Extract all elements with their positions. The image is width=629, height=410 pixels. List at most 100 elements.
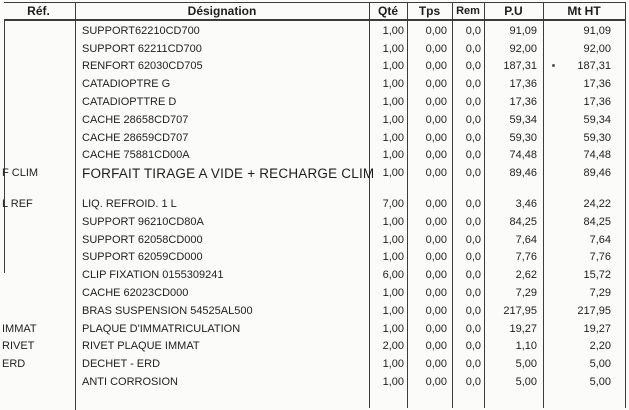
- cell-rem: 0,0: [465, 167, 481, 180]
- table-row: SUPPORT 96210CD80A 1,00 0,00 0,0 84,25 8…: [0, 213, 629, 231]
- cell-pu: 19,27: [509, 322, 537, 335]
- cell-mtht: 15,72: [583, 269, 611, 282]
- cell-pu: 2,62: [515, 269, 537, 282]
- cell-qte: 1,00: [382, 113, 404, 126]
- cell-mtht: 217,95: [577, 304, 611, 317]
- cell-designation: SUPPORT 62058CD000: [82, 233, 203, 246]
- cell-rem: 0,0: [465, 198, 481, 211]
- cell-ref: IMMAT: [2, 322, 37, 335]
- cell-pu: 5,00: [515, 358, 537, 371]
- cell-tps: 0,00: [425, 167, 447, 180]
- cell-mtht: 7,29: [589, 287, 611, 300]
- rem-column-separator: [484, 2, 485, 408]
- cell-mtht: 74,48: [583, 149, 611, 162]
- cell-mtht: 89,46: [583, 167, 611, 180]
- cell-mtht: 59,34: [583, 113, 611, 126]
- cell-mtht: 5,00: [589, 376, 611, 389]
- cell-rem: 0,0: [465, 149, 481, 162]
- table-row: CLIP FIXATION 0155309241 6,00 0,00 0,0 2…: [0, 266, 629, 284]
- cell-tps: 0,00: [425, 233, 447, 246]
- cell-designation: LIQ. REFROID. 1 L: [82, 198, 177, 211]
- cell-designation: CACHE 62023CD000: [82, 287, 189, 300]
- ref-column-separator: [75, 2, 76, 410]
- cell-designation: RENFORT 62030CD705: [82, 60, 203, 73]
- cell-mtht: 17,36: [583, 78, 611, 91]
- cell-pu: 17,36: [509, 96, 537, 109]
- header-bottom-border: [4, 19, 625, 21]
- cell-tps: 0,00: [425, 60, 447, 73]
- cell-qte: 1,00: [382, 42, 404, 55]
- cell-tps: 0,00: [425, 322, 447, 335]
- cell-mtht: 92,00: [583, 42, 611, 55]
- column-header-designation: Désignation: [187, 4, 257, 18]
- cell-rem: 0,0: [465, 96, 481, 109]
- cell-mtht: 24,22: [583, 198, 611, 211]
- cell-tps: 0,00: [425, 287, 447, 300]
- cell-pu: 1,10: [515, 340, 537, 353]
- table-row: ERD DECHET - ERD 1,00 0,00 0,0 5,00 5,00: [0, 355, 629, 373]
- pu-column-separator: [543, 2, 544, 408]
- table-row: RIVET RIVET PLAQUE IMMAT 2,00 0,00 0,0 1…: [0, 338, 629, 356]
- table-row: ANTI CORROSION 1,00 0,00 0,0 5,00 5,00: [0, 373, 629, 391]
- cell-designation: CACHE 28659CD707: [82, 131, 189, 144]
- table-row: CACHE 62023CD000 1,00 0,00 0,0 7,29 7,29: [0, 284, 629, 302]
- cell-ref: L REF: [2, 198, 33, 211]
- table-right-border: [625, 2, 626, 408]
- table-header-row: Réf. Désignation Qté Tps Rem P.U Mt HT: [0, 3, 629, 19]
- table-left-border: [4, 19, 5, 273]
- cell-pu: 84,25: [509, 215, 537, 228]
- cell-qte: 7,00: [382, 198, 404, 211]
- column-header-rem: Rem: [456, 5, 480, 17]
- cell-pu: 7,29: [515, 287, 537, 300]
- cell-qte: 1,00: [382, 24, 404, 37]
- cell-mtht: 59,30: [583, 131, 611, 144]
- cell-tps: 0,00: [425, 131, 447, 144]
- cell-pu: 92,00: [509, 42, 537, 55]
- table-row: SUPPORT 62211CD700 1,00 0,00 0,0 92,00 9…: [0, 40, 629, 58]
- cell-tps: 0,00: [425, 113, 447, 126]
- cell-mtht: 84,25: [583, 215, 611, 228]
- table-row: RENFORT 62030CD705 1,00 0,00 0,0 187,31 …: [0, 58, 629, 76]
- cell-qte: 1,00: [382, 322, 404, 335]
- cell-rem: 0,0: [465, 24, 481, 37]
- cell-qte: 1,00: [382, 376, 404, 389]
- cell-designation: DECHET - ERD: [82, 358, 161, 371]
- cell-designation: SUPPORT 62211CD700: [82, 42, 202, 55]
- cell-designation: RIVET PLAQUE IMMAT: [82, 340, 200, 353]
- table-row: F CLIM FORFAIT TIRAGE A VIDE + RECHARGE …: [0, 164, 629, 182]
- cell-qte: 1,00: [382, 149, 404, 162]
- cell-tps: 0,00: [425, 78, 447, 91]
- cell-rem: 0,0: [465, 376, 481, 389]
- column-header-pu: P.U: [504, 4, 523, 18]
- cell-rem: 0,0: [465, 113, 481, 126]
- cell-qte: 1,00: [382, 358, 404, 371]
- cell-tps: 0,00: [425, 358, 447, 371]
- cell-tps: 0,00: [425, 149, 447, 162]
- cell-designation: PLAQUE D'IMMATRICULATION: [82, 322, 241, 335]
- cell-pu: 5,00: [515, 376, 537, 389]
- cell-qte: 1,00: [382, 251, 404, 264]
- cell-rem: 0,0: [465, 340, 481, 353]
- cell-rem: 0,0: [465, 304, 481, 317]
- table-row: BRAS SUSPENSION 54525AL500 1,00 0,00 0,0…: [0, 302, 629, 320]
- cell-qte: 1,00: [382, 167, 404, 180]
- cell-qte: 1,00: [382, 131, 404, 144]
- cell-ref: ERD: [2, 358, 26, 371]
- cell-designation: CATADIOPTRE G: [82, 78, 171, 91]
- designation-column-separator: [369, 2, 370, 408]
- cell-pu: 89,46: [509, 167, 537, 180]
- table-row: CATADIOPTRE G 1,00 0,00 0,0 17,36 17,36: [0, 75, 629, 93]
- table-row: CACHE 28658CD707 1,00 0,00 0,0 59,34 59,…: [0, 111, 629, 129]
- cell-pu: 59,30: [509, 131, 537, 144]
- column-header-qte: Qté: [377, 4, 398, 18]
- cell-rem: 0,0: [465, 251, 481, 264]
- cell-tps: 0,00: [425, 198, 447, 211]
- cell-qte: 6,00: [382, 269, 404, 282]
- column-header-ref: Réf.: [27, 4, 50, 18]
- column-header-mtht: Mt HT: [567, 4, 601, 18]
- cell-qte: 1,00: [382, 60, 404, 73]
- cell-pu: 17,36: [509, 78, 537, 91]
- column-header-tps: Tps: [418, 4, 441, 18]
- cell-rem: 0,0: [465, 60, 481, 73]
